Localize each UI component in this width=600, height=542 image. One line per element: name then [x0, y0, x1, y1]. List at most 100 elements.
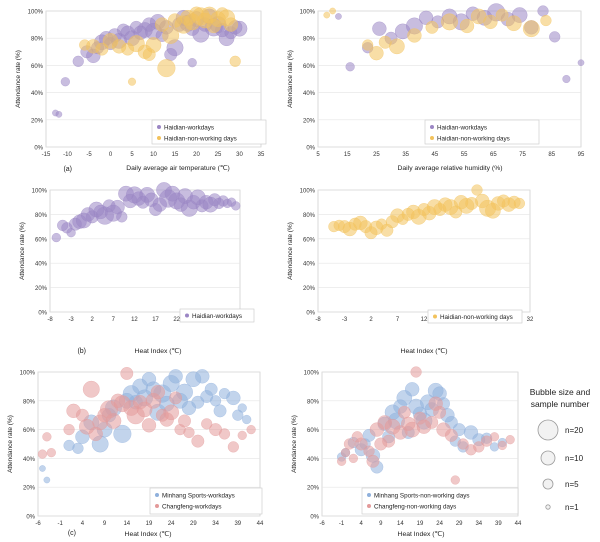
x-tick-label: -10: [63, 152, 72, 158]
x-tick-label: 95: [578, 152, 585, 158]
y-axis-label: Attendance rate (%): [15, 50, 22, 108]
x-tick-label: 39: [495, 521, 502, 527]
x-tick-label: -3: [68, 317, 74, 323]
chart-a2-humidity: 0% 20% 40% 60% 80% 100% 5 15 25 35 45 55 65 75 85 95 Att…: [287, 3, 585, 172]
x-tick-label: 4: [360, 521, 364, 527]
bubble-point: [223, 17, 239, 32]
y-tick-label: 20%: [303, 286, 316, 292]
bubble-point: [562, 74, 571, 84]
x-tick-label: 34: [475, 521, 482, 527]
x-tick-label: -1: [58, 521, 64, 527]
x-tick-label: 2: [369, 317, 373, 323]
panel-caption: (a): [63, 166, 72, 173]
bubble-point: [127, 77, 137, 86]
bubble-point: [323, 11, 331, 19]
chart-a1-temperature: 0% 20% 40% 60% 80% 100% -15 -10 -5 0 5 10 15 20 25 30 35…: [15, 6, 267, 173]
x-tick-label: 65: [490, 152, 497, 158]
legend-box: [151, 119, 267, 145]
legend-marker: [367, 493, 371, 497]
bubble-point: [457, 438, 469, 450]
x-tick-label: 35: [258, 152, 265, 158]
x-tick-label: 55: [461, 152, 468, 158]
bubble-point: [246, 424, 256, 435]
bubble-point: [242, 414, 252, 425]
bubble-point: [441, 13, 458, 31]
y-tick-label: 20%: [31, 118, 44, 124]
chart-legend: Haidian-workdays Haidian-non-working days: [151, 119, 267, 145]
legend-marker: [430, 136, 434, 140]
bubble-point: [340, 448, 351, 458]
bubble-point: [168, 369, 183, 384]
y-tick-label: 60%: [31, 64, 44, 70]
bubble-point: [522, 20, 540, 38]
bubble-point: [120, 367, 134, 380]
x-tick-label: 7: [396, 317, 400, 323]
bubble-point: [157, 59, 176, 78]
x-tick-label: -1: [339, 521, 345, 527]
x-tick-label: 5: [130, 152, 134, 158]
bubble-point: [335, 13, 342, 20]
y-tick-label: 40%: [31, 91, 44, 97]
bubble-point: [473, 441, 485, 453]
bubble-point: [150, 385, 166, 400]
legend-label: Changfeng-workdays: [162, 503, 222, 510]
bubble-point: [397, 405, 411, 419]
y-axis-label: Attendance rate (%): [7, 415, 14, 473]
bubble-point: [345, 62, 355, 72]
series-haidian-workdays: [51, 182, 241, 243]
bubble-point: [505, 435, 515, 445]
y-tick-label: 40%: [23, 457, 36, 463]
bubble-point: [483, 14, 498, 30]
legend-marker: [367, 504, 371, 508]
series-haidian-non-working-days: [328, 184, 525, 240]
legend-label: Haidian-non-working days: [437, 135, 510, 142]
x-tick-label: 10: [150, 152, 157, 158]
size-legend-label-n5: n=5: [565, 480, 579, 489]
chart-legend: Haidian-non-working days: [427, 309, 523, 324]
bubble-point: [163, 404, 180, 421]
chart-c2-minhang-changfeng-non-working: 0% 20% 40% 60% 80% 100% -6 -1 4 9 14 19 24 29 34 39 44 At…: [291, 366, 522, 538]
x-axis-label: Heat Index (℃): [125, 531, 172, 538]
bubble-size-legend: Bubble size and sample number n=20 n=10 …: [530, 387, 591, 512]
x-tick-label: 7: [112, 317, 116, 323]
x-tick-label: 5: [316, 152, 320, 158]
y-tick-label: 80%: [303, 213, 316, 219]
bubble-point: [471, 184, 483, 196]
legend-marker: [155, 504, 159, 508]
x-tick-label: 34: [212, 521, 219, 527]
y-tick-label: 80%: [303, 37, 316, 43]
bubble-point: [348, 453, 358, 464]
x-tick-label: 0: [109, 152, 113, 158]
size-legend-label-n10: n=10: [565, 454, 584, 463]
x-axis-label: Heat Index (℃): [401, 348, 448, 355]
y-tick-label: 100%: [32, 189, 48, 195]
y-tick-label: 40%: [35, 262, 48, 268]
legend-label: Haidian-workdays: [437, 124, 487, 131]
x-tick-label: 25: [373, 152, 380, 158]
bubble-point: [540, 14, 552, 27]
bubble-point: [210, 395, 222, 407]
x-tick-label: 29: [456, 521, 463, 527]
bubble-point: [537, 5, 549, 17]
chart-legend: Minhang Sports-non-working days Changfeng…: [361, 487, 519, 515]
bubble-point: [43, 476, 51, 484]
size-legend-bubble-n20: [537, 419, 559, 441]
legend-box: [424, 119, 540, 145]
bubble-point: [237, 403, 247, 413]
x-tick-label: 4: [81, 521, 85, 527]
bubble-point: [204, 382, 218, 396]
size-legend-label-n20: n=20: [565, 426, 584, 435]
bubble-point: [549, 31, 561, 43]
bubble-point: [154, 17, 170, 32]
bubble-point: [42, 432, 52, 442]
x-tick-label: 75: [519, 152, 526, 158]
x-tick-label: -8: [47, 317, 53, 323]
bubble-point: [513, 197, 525, 210]
bubble-point: [195, 369, 210, 384]
x-tick-label: 32: [527, 317, 534, 323]
y-tick-label: 40%: [303, 91, 316, 97]
bubble-point: [51, 232, 61, 243]
bubble-point: [39, 465, 46, 472]
legend-marker: [157, 136, 161, 140]
chart-legend: Haidian-workdays: [179, 308, 255, 323]
